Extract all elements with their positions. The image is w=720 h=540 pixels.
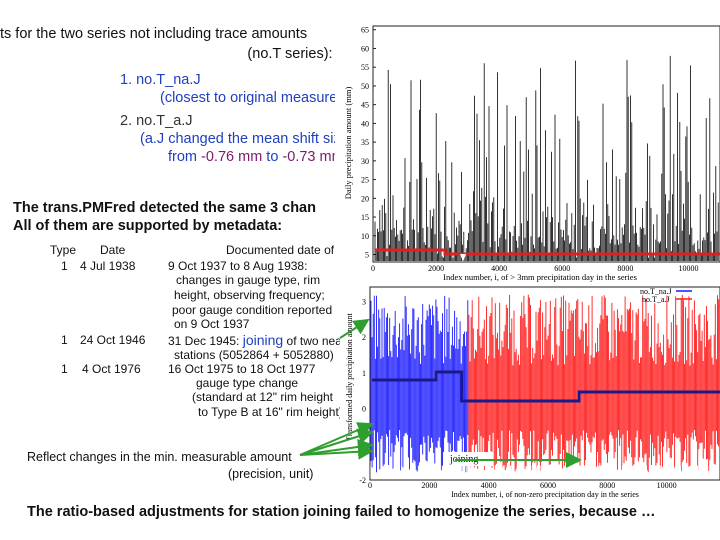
bottom-x-tick: 8000 <box>599 481 615 490</box>
table-header-doc: Documented date of c <box>226 243 344 257</box>
top-plot-area <box>372 25 720 263</box>
table-row-2-doc-1: 31 Dec 1945: joining of two nearby <box>168 333 359 349</box>
bottom-x-tick-labels: 0 2000 4000 6000 8000 10000 <box>368 481 677 490</box>
top-y-axis-label: Daily precipitation amount (mm) <box>343 87 353 200</box>
series-1-desc: (closest to original measurements) <box>160 90 382 106</box>
top-y-tick: 10 <box>361 232 369 241</box>
table-row-1-date: 4 Jul 1938 <box>80 259 136 273</box>
bottom-x-tick: 0 <box>368 481 372 490</box>
top-x-tick: 10000 <box>678 264 698 273</box>
bottom-mean-line <box>372 370 720 403</box>
top-precip-chart: 5 10 15 20 25 30 35 40 45 50 55 60 65 Daily precipit… <box>335 18 720 283</box>
shift-from-value: -0.76 mm <box>201 149 263 165</box>
series-2-desc: (a.J changed the mean shift size <box>140 131 349 147</box>
table-row-3-type: 1 <box>61 362 68 376</box>
bottom-y-tick: -2 <box>359 476 366 485</box>
bottom-x-axis-label: Index number, i, of non-zero precipitati… <box>451 490 639 499</box>
joining-label: joining <box>449 454 478 465</box>
legend-item-1: no.T_na.J <box>640 287 672 296</box>
bottom-y-tick: 1 <box>362 369 366 378</box>
bottom-transformed-chart: -2 -1 0 1 2 3 Transformed daily precipitation… <box>340 282 720 500</box>
bottom-x-tick: 4000 <box>481 481 497 490</box>
bottom-y-tick: 0 <box>362 405 366 414</box>
bottom-y-axis-label: Transformed daily precipitation amount <box>345 313 354 441</box>
top-x-tick: 2000 <box>428 264 444 273</box>
intro-line-1: ts for the two series not including trac… <box>0 26 308 42</box>
table-row-1-doc-3: height, observing frequency; <box>174 288 325 302</box>
top-x-tick: 6000 <box>554 264 570 273</box>
top-x-tick: 0 <box>371 264 375 273</box>
table-row-2-type: 1 <box>61 333 68 347</box>
bottom-y-tick: 3 <box>362 297 366 306</box>
bottom-x-tick: 2000 <box>421 481 437 490</box>
bottom-y-tick: -1 <box>359 440 366 449</box>
intro-line-2: (no.T series): <box>247 46 333 62</box>
bottom-legend: no.T_na.J no.T_a.J <box>640 287 692 304</box>
legend-item-2: no.T_a.J <box>642 295 670 304</box>
table-row-1-doc-4: poor gauge condition reported <box>172 303 333 317</box>
top-x-tick: 4000 <box>491 264 507 273</box>
reflect-line-1: Reflect changes in the min. measurable a… <box>27 450 292 464</box>
reflect-line-2: (precision, unit) <box>228 467 314 481</box>
table-row-3-doc-2: gauge type change <box>196 376 299 390</box>
top-y-tick: 35 <box>361 138 369 147</box>
top-break-marker <box>460 254 466 262</box>
series-1-title: 1. no.T_na.J <box>120 72 201 88</box>
table-row-3-doc-1: 16 Oct 1975 to 18 Oct 1977 <box>168 362 316 376</box>
top-y-tick: 65 <box>361 26 369 35</box>
table-row-3-doc-3: (standard at 12" rim height <box>192 390 333 404</box>
table-row-1-doc-1: 9 Oct 1937 to 8 Aug 1938: <box>168 259 308 273</box>
bottom-x-tick: 6000 <box>540 481 556 490</box>
shift-to-value: -0.73 mm) <box>282 149 349 165</box>
bottom-plot-area <box>369 286 720 481</box>
table-row-2-doc-2: stations (5052864 + 5052880) <box>174 348 334 362</box>
top-y-tick: 40 <box>361 119 369 128</box>
detection-line-1: The trans.PMFred detected the same 3 cha… <box>13 200 316 216</box>
row-2-doc-prefix: 31 Dec 1945: <box>168 334 243 348</box>
table-row-2-date: 24 Oct 1946 <box>80 333 146 347</box>
table-row-1-doc-2: changes in gauge type, rim <box>176 273 321 287</box>
top-y-tick: 25 <box>361 176 369 185</box>
conclusion-text: The ratio-based adjustments for station … <box>27 504 656 520</box>
series-2-title: 2. no.T_a.J <box>120 113 193 129</box>
table-row-3-doc-4: to Type B at 16" rim height) <box>198 405 343 419</box>
series-2-shift: from -0.76 mm to -0.73 mm) <box>168 149 349 166</box>
table-header-date: Date <box>100 243 126 257</box>
top-x-tick-labels: 0 2000 4000 6000 8000 10000 <box>371 264 698 273</box>
top-y-tick: 30 <box>361 157 369 166</box>
table-row-3-date: 4 Oct 1976 <box>82 362 141 376</box>
bottom-y-tick: 2 <box>362 333 366 342</box>
top-x-tick: 8000 <box>617 264 633 273</box>
shift-to-word: to <box>262 149 283 165</box>
top-y-tick: 5 <box>365 251 369 260</box>
table-row-1-doc-5: on 9 Oct 1937 <box>174 317 250 331</box>
table-header-type: Type <box>50 243 77 257</box>
top-y-tick: 55 <box>361 63 369 72</box>
top-y-tick: 20 <box>361 194 369 203</box>
detection-line-2: All of them are supported by metadata: <box>13 218 283 234</box>
top-y-tick: 15 <box>361 213 369 222</box>
shift-from-prefix: from <box>168 149 202 165</box>
bottom-x-tick: 10000 <box>657 481 677 490</box>
top-y-tick: 60 <box>361 44 369 53</box>
top-y-tick: 45 <box>361 101 369 110</box>
top-mean-line <box>375 248 720 256</box>
top-x-axis-label: Index number, i, of > 3mm precipitation … <box>443 272 637 282</box>
table-row-1-type: 1 <box>61 259 68 273</box>
row-2-joining-highlight: joining <box>242 332 284 348</box>
top-y-tick: 50 <box>361 82 369 91</box>
bottom-series-bars <box>370 294 720 479</box>
